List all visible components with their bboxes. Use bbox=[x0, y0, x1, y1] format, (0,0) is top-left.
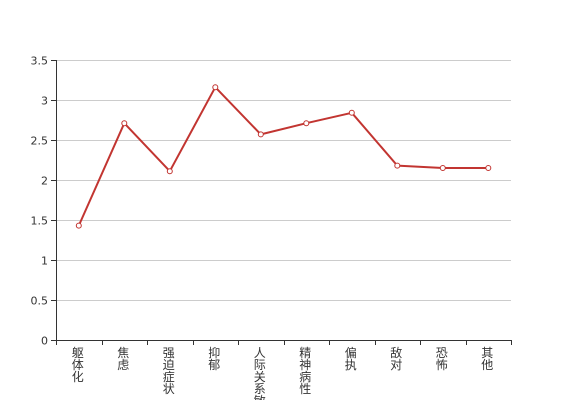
grid-lines bbox=[56, 60, 511, 301]
y-tick-label: 3.5 bbox=[31, 55, 49, 68]
data-point bbox=[303, 120, 310, 127]
data-point bbox=[75, 222, 82, 229]
data-point bbox=[439, 165, 446, 171]
series-layer bbox=[75, 84, 492, 229]
data-point bbox=[394, 162, 401, 169]
x-category-label: 焦虑 bbox=[117, 346, 129, 372]
y-axis-tick-labels: 0 0.5 1 1.5 2 2.5 3 3.5 bbox=[31, 55, 49, 348]
x-axis-category-labels: 躯体化 焦虑 强迫症状 抑郁 人际关系敏感 精神病性 偏执 敌对 恐怖 其他 bbox=[72, 345, 494, 400]
x-category-label: 敌对 bbox=[390, 345, 402, 372]
x-category-label: 偏执 bbox=[345, 345, 357, 372]
series-line bbox=[77, 86, 489, 227]
y-tick-label: 1 bbox=[41, 255, 48, 268]
data-point bbox=[121, 120, 128, 127]
y-tick-label: 0.5 bbox=[31, 295, 49, 308]
data-point bbox=[257, 131, 264, 138]
y-tick-label: 0 bbox=[41, 335, 48, 348]
axes bbox=[51, 60, 512, 345]
data-point bbox=[348, 109, 355, 116]
x-category-label: 其他 bbox=[481, 346, 493, 372]
y-tick-label: 2 bbox=[41, 175, 48, 188]
y-tick-label: 3 bbox=[41, 95, 48, 108]
data-point bbox=[166, 168, 173, 175]
data-point bbox=[485, 165, 492, 171]
y-tick-label: 1.5 bbox=[31, 215, 49, 228]
x-category-label: 躯体化 bbox=[72, 345, 84, 384]
data-point bbox=[212, 84, 219, 91]
x-category-label: 恐怖 bbox=[436, 346, 448, 372]
x-category-label: 人际关系敏感 bbox=[254, 346, 266, 400]
x-category-label: 强迫症状 bbox=[163, 346, 175, 396]
x-category-label: 抑郁 bbox=[208, 345, 220, 372]
x-category-label: 精神病性 bbox=[299, 346, 311, 396]
y-tick-label: 2.5 bbox=[31, 135, 49, 148]
